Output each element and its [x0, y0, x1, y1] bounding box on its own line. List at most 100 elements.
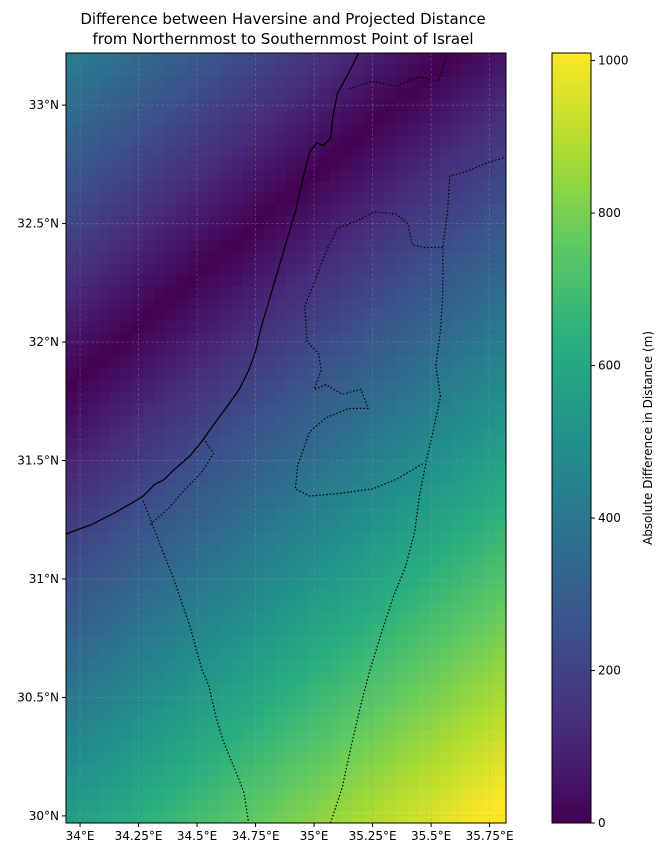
heatmap-cell [154, 64, 166, 77]
heatmap-cell [495, 519, 506, 532]
heatmap-cell [297, 636, 309, 649]
heatmap-cell [363, 683, 375, 696]
heatmap-cell [473, 134, 485, 147]
heatmap-cell [352, 239, 364, 252]
heatmap-cell [143, 193, 155, 206]
heatmap-cell [132, 484, 144, 497]
heatmap-cell [154, 461, 166, 474]
heatmap-cell [374, 99, 386, 112]
heatmap-cell [88, 391, 100, 404]
heatmap-cell [385, 64, 397, 77]
heatmap-cell [385, 76, 397, 89]
heatmap-cell [286, 776, 298, 789]
heatmap-cell [473, 718, 485, 731]
heatmap-cell [121, 484, 133, 497]
heatmap-cell [132, 76, 144, 89]
heatmap-cell [165, 776, 177, 789]
heatmap-cell [363, 356, 375, 369]
heatmap-cell [297, 531, 309, 544]
heatmap-cell [110, 438, 122, 451]
heatmap-cell [99, 204, 111, 217]
heatmap-cell [407, 193, 419, 206]
heatmap-cell [418, 99, 430, 112]
heatmap-cell [308, 718, 320, 731]
heatmap-cell [99, 659, 111, 672]
heatmap-cell [132, 99, 144, 112]
heatmap-cell [242, 589, 254, 602]
heatmap-cell [165, 788, 177, 801]
heatmap-cell [484, 671, 496, 684]
heatmap-cell [341, 356, 353, 369]
heatmap-cell [209, 729, 221, 742]
heatmap-cell [132, 764, 144, 777]
heatmap-cell [297, 694, 309, 707]
heatmap-cell [407, 158, 419, 171]
heatmap-cell [110, 111, 122, 124]
heatmap-cell [308, 449, 320, 462]
heatmap-cell [330, 449, 342, 462]
heatmap-cell [429, 356, 441, 369]
heatmap-cell [176, 64, 188, 77]
heatmap-cell [121, 543, 133, 556]
heatmap-cell [231, 624, 243, 637]
heatmap-cell [231, 356, 243, 369]
heatmap-cell [242, 274, 254, 287]
heatmap-cell [396, 239, 408, 252]
heatmap-cell [99, 449, 111, 462]
heatmap-cell [396, 578, 408, 591]
heatmap-cell [220, 193, 232, 206]
heatmap-cell [209, 683, 221, 696]
heatmap-cell [297, 146, 309, 159]
heatmap-cell [451, 228, 463, 241]
heatmap-cell [275, 286, 287, 299]
heatmap-cell [121, 309, 133, 322]
heatmap-cell [66, 543, 78, 556]
border-path [329, 396, 442, 823]
heatmap-cell [77, 636, 89, 649]
heatmap-cell [198, 589, 210, 602]
heatmap-cell [110, 613, 122, 626]
heatmap-cell [187, 613, 199, 626]
heatmap-cell [198, 216, 210, 229]
heatmap-cell [451, 286, 463, 299]
heatmap-cell [253, 706, 265, 719]
heatmap-cell [352, 543, 364, 556]
colorbar-tick-label: 800 [598, 206, 621, 220]
heatmap-cell [418, 578, 430, 591]
heatmap-cell [495, 718, 506, 731]
heatmap-cell [363, 53, 375, 66]
heatmap-cell [330, 601, 342, 614]
heatmap-cell [99, 193, 111, 206]
heatmap-cell [275, 414, 287, 427]
heatmap-cell [319, 379, 331, 392]
heatmap-cell [154, 333, 166, 346]
heatmap-cell [473, 484, 485, 497]
heatmap-cell [77, 298, 89, 311]
heatmap-cell [275, 344, 287, 357]
heatmap-cell [99, 729, 111, 742]
heatmap-cell [143, 519, 155, 532]
heatmap-cell [88, 158, 100, 171]
heatmap-cell [330, 531, 342, 544]
heatmap-cell [473, 741, 485, 754]
heatmap-cell [165, 216, 177, 229]
heatmap-cell [440, 461, 452, 474]
heatmap-cell [77, 216, 89, 229]
heatmap-cell [297, 193, 309, 206]
heatmap-cell [121, 64, 133, 77]
heatmap-cell [143, 251, 155, 264]
heatmap-cell [66, 181, 78, 194]
heatmap-cell [374, 88, 386, 101]
heatmap-cell [352, 589, 364, 602]
heatmap-cell [110, 508, 122, 521]
heatmap-cell [77, 414, 89, 427]
heatmap-cell [143, 799, 155, 812]
heatmap-cell [275, 694, 287, 707]
heatmap-cell [484, 251, 496, 264]
heatmap-cell [198, 578, 210, 591]
heatmap-cell [473, 543, 485, 556]
heatmap-cell [363, 134, 375, 147]
heatmap-cell [495, 193, 506, 206]
heatmap-cell [297, 344, 309, 357]
heatmap-cell [176, 636, 188, 649]
